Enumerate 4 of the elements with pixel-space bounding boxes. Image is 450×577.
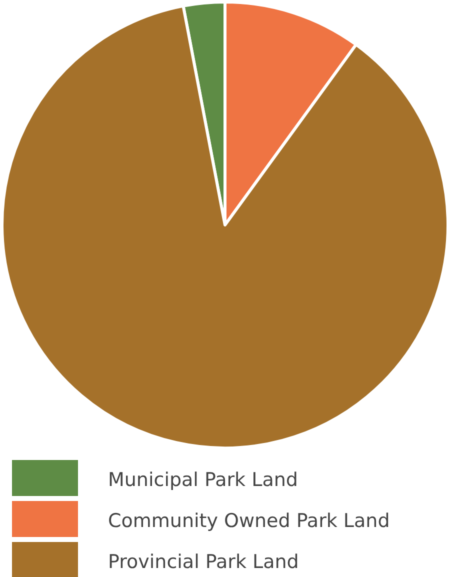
pie-slice: [0, 4, 450, 450]
legend-label: Municipal Park Land: [108, 469, 298, 491]
slice-label: Provincial Park Land: [108, 551, 299, 573]
legend-label: Community Owned Park Land: [108, 510, 390, 532]
